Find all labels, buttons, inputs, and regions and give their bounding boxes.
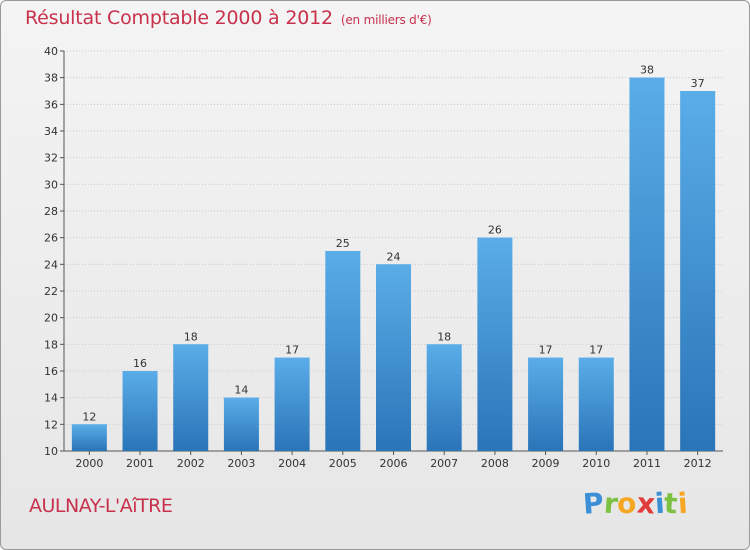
x-tick-label: 2012 — [684, 457, 712, 470]
data-label: 16 — [133, 357, 147, 370]
y-tick-label: 36 — [44, 98, 58, 111]
bar-top-edge — [477, 237, 513, 240]
y-tick-label: 22 — [44, 285, 58, 298]
bar — [223, 397, 259, 451]
data-label: 18 — [184, 330, 198, 343]
x-tick-label: 2001 — [126, 457, 154, 470]
bar — [122, 371, 158, 451]
data-label: 17 — [285, 344, 299, 357]
bar — [528, 357, 564, 451]
bar — [578, 357, 614, 451]
x-tick-label: 2004 — [278, 457, 306, 470]
y-tick-label: 12 — [44, 418, 58, 431]
x-tick-label: 2005 — [329, 457, 357, 470]
bar — [629, 77, 665, 452]
y-tick-label: 30 — [44, 178, 58, 191]
bar-top-edge — [426, 344, 462, 347]
data-label: 17 — [539, 344, 553, 357]
bar — [325, 251, 361, 451]
data-label: 25 — [336, 237, 350, 250]
chart-subtitle: (en milliers d'€) — [340, 13, 432, 27]
bar — [274, 357, 310, 451]
y-tick-label: 28 — [44, 205, 58, 218]
data-label: 38 — [640, 64, 654, 77]
x-tick-label: 2007 — [430, 457, 458, 470]
x-tick-label: 2008 — [481, 457, 509, 470]
data-label: 24 — [387, 250, 401, 263]
bar-top-edge — [578, 357, 614, 360]
y-tick-label: 26 — [44, 232, 58, 245]
x-tick-label: 2000 — [75, 457, 103, 470]
data-label: 12 — [82, 410, 96, 423]
bar-top-edge — [122, 371, 158, 373]
x-tick-label: 2002 — [177, 457, 205, 470]
logo-letter: o — [616, 486, 638, 521]
data-label: 18 — [437, 330, 451, 343]
y-tick-label: 14 — [44, 392, 58, 405]
data-label: 14 — [234, 384, 248, 397]
bar-top-edge — [680, 91, 716, 93]
bar — [173, 344, 209, 451]
y-tick-label: 32 — [44, 152, 58, 165]
bar-top-edge — [376, 264, 411, 267]
y-tick-label: 18 — [44, 338, 58, 351]
x-tick-label: 2003 — [227, 457, 255, 470]
bar — [680, 91, 716, 451]
bar — [426, 344, 462, 451]
y-tick-label: 34 — [44, 125, 58, 138]
x-tick-label: 2011 — [633, 457, 661, 470]
chart-title: Résultat Comptable 2000 à 2012 (en millie… — [25, 7, 432, 29]
commune-name: AULNAY-L'AîTRE — [29, 495, 173, 517]
data-label: 26 — [488, 224, 502, 237]
y-tick-label: 10 — [44, 445, 58, 458]
bar-top-edge — [629, 77, 665, 80]
bar-top-edge — [274, 357, 310, 360]
y-tick-label: 24 — [44, 258, 58, 271]
data-labels: 12 16 18 14 17 25 24 18 26 17 17 38 37 — [82, 64, 704, 424]
bar — [376, 264, 411, 451]
y-tick-label: 40 — [44, 45, 58, 58]
y-tick-label: 38 — [44, 72, 58, 85]
bars — [71, 77, 716, 452]
proxiti-logo[interactable]: Proxiti — [581, 486, 689, 521]
x-tick-label: 2009 — [532, 457, 560, 470]
title-text: Résultat Comptable 2000 à 2012 — [25, 7, 333, 29]
bar-top-edge — [173, 344, 209, 347]
logo-letter: i — [676, 486, 689, 521]
data-label: 17 — [589, 344, 603, 357]
data-label: 37 — [691, 77, 705, 90]
bar-top-edge — [325, 251, 361, 253]
bar-top-edge — [71, 424, 107, 427]
y-tick-label: 16 — [44, 365, 58, 378]
bar-top-edge — [528, 357, 564, 360]
logo-letter: x — [635, 486, 656, 521]
x-tick-label: 2006 — [380, 457, 408, 470]
logo-letter: P — [581, 486, 605, 521]
axes: 10 12 14 16 18 20 22 24 26 28 30 32 34 36 38 40 2000 2001… — [44, 45, 723, 470]
x-tick-label: 2010 — [582, 457, 610, 470]
bar — [477, 237, 513, 451]
bar — [71, 424, 107, 451]
y-tick-label: 20 — [44, 312, 58, 325]
bar-top-edge — [223, 397, 259, 400]
